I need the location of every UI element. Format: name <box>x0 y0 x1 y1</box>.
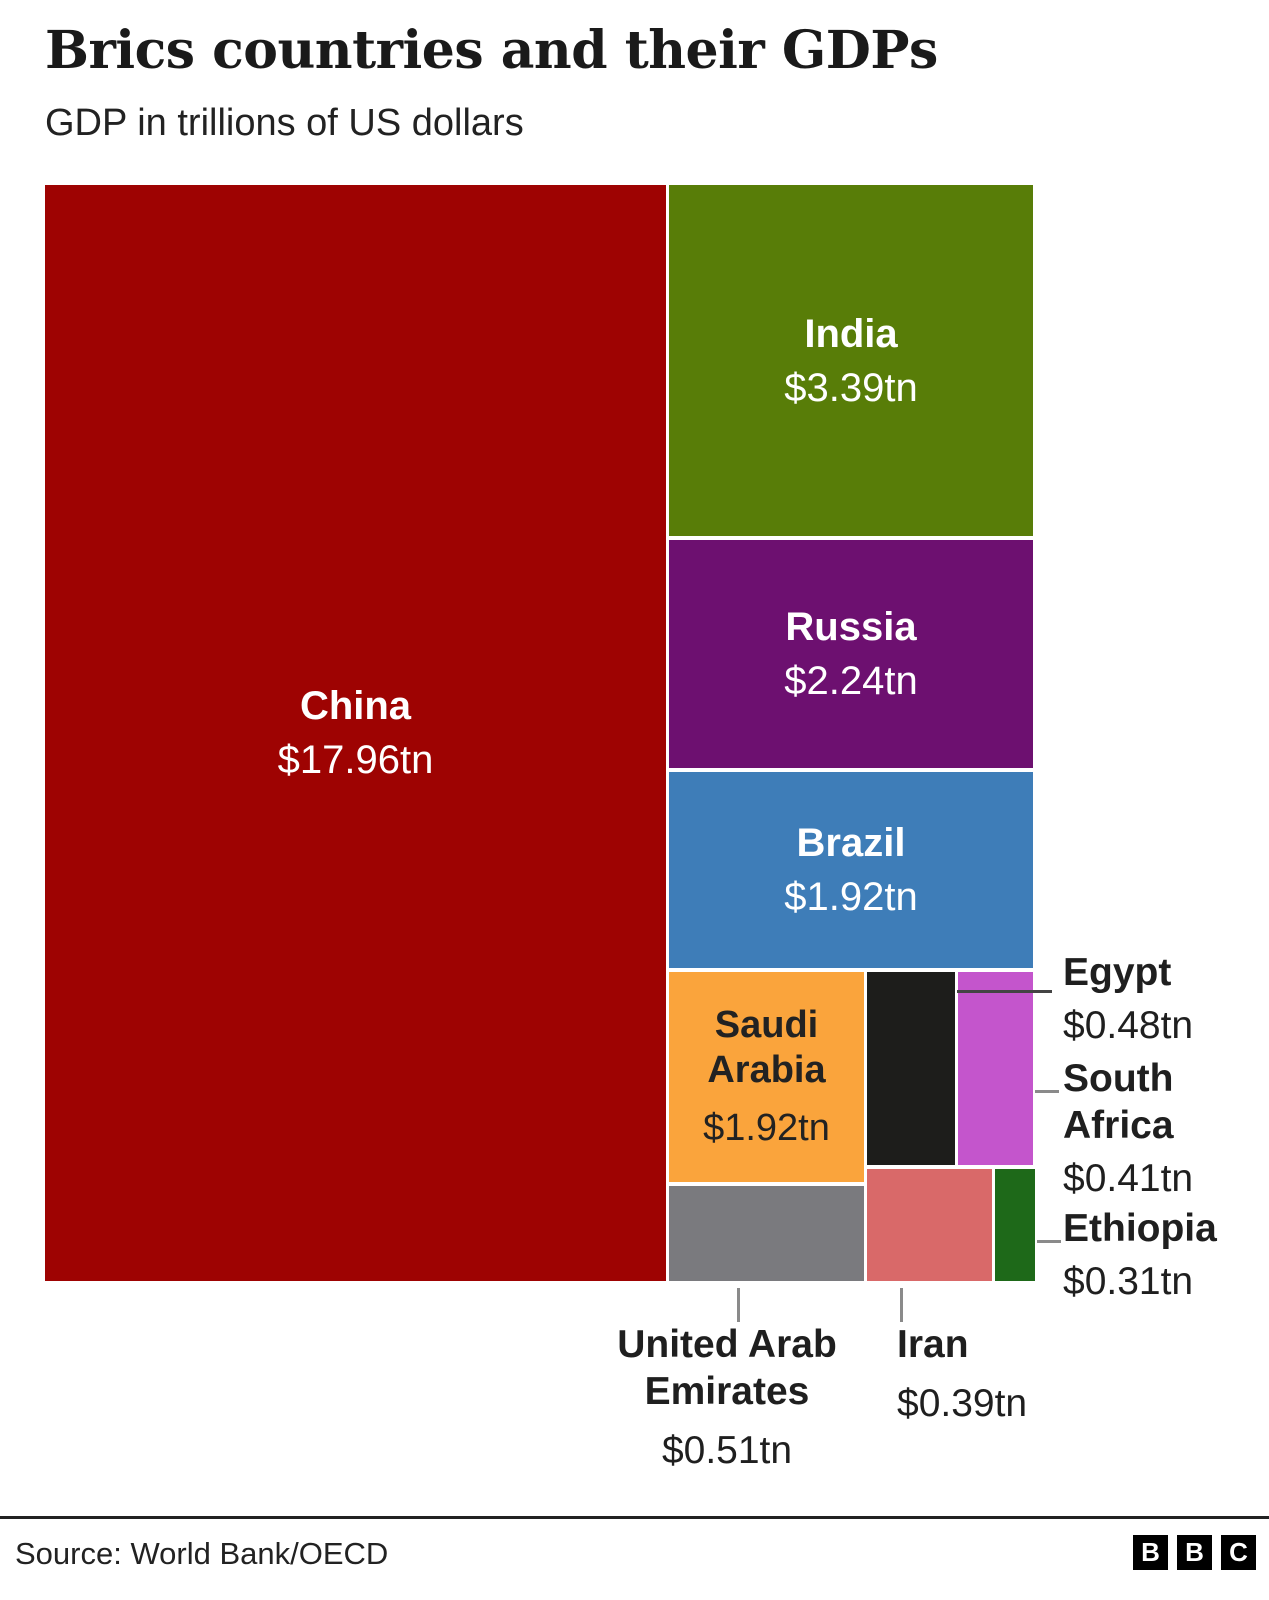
source-credit: Source: World Bank/OECD <box>15 1536 389 1571</box>
bbc-logo-letter: B <box>1133 1535 1168 1570</box>
country-name: Russia <box>785 605 917 649</box>
leader-line-south-africa <box>1035 1090 1059 1093</box>
treemap-block-iran <box>867 1169 992 1281</box>
treemap-block-egypt <box>867 972 955 1165</box>
bbc-logo: B B C <box>1133 1535 1256 1570</box>
country-name: Brazil <box>796 821 906 865</box>
label-egypt: Egypt $0.48tn <box>1063 950 1263 1050</box>
country-value: $0.31tn <box>1063 1259 1194 1303</box>
bbc-logo-letter: C <box>1221 1535 1256 1570</box>
block-label-russia: Russia $2.24tn <box>669 603 1033 705</box>
leader-line-iran <box>900 1288 903 1322</box>
country-name: South Africa <box>1063 1057 1174 1147</box>
country-name: Ethiopia <box>1063 1207 1217 1250</box>
treemap-block-brazil: Brazil $1.92tn <box>669 772 1033 968</box>
page-title: Brics countries and their GDPs <box>45 20 938 81</box>
block-label-china: China $17.96tn <box>45 682 666 784</box>
page-subtitle: GDP in trillions of US dollars <box>45 102 524 144</box>
treemap-block-saudi-arabia: Saudi Arabia $1.92tn <box>669 972 864 1182</box>
block-label-india: India $3.39tn <box>669 310 1033 412</box>
bbc-logo-letter: B <box>1177 1535 1212 1570</box>
country-value: $17.96tn <box>277 738 434 782</box>
country-name: China <box>299 684 412 728</box>
block-label-saudi-arabia: Saudi Arabia $1.92tn <box>669 1003 864 1152</box>
country-value: $0.39tn <box>897 1381 1028 1425</box>
country-value: $1.92tn <box>703 1106 830 1149</box>
label-united-arab-emirates: United Arab Emirates $0.51tn <box>592 1322 862 1474</box>
treemap-block-united-arab-emirates <box>669 1186 864 1281</box>
country-value: $0.41tn <box>1063 1156 1194 1200</box>
country-name: Saudi Arabia <box>707 1003 826 1092</box>
country-value: $0.51tn <box>661 1428 793 1472</box>
leader-line-egypt <box>957 990 1052 993</box>
block-label-brazil: Brazil $1.92tn <box>669 819 1033 921</box>
treemap-block-india: India $3.39tn <box>669 185 1033 536</box>
leader-line-ethiopia <box>1037 1240 1061 1243</box>
country-value: $1.92tn <box>784 875 918 919</box>
label-ethiopia: Ethiopia $0.31tn <box>1063 1206 1269 1306</box>
leader-line-united-arab-emirates <box>737 1288 740 1322</box>
country-name: United Arab Emirates <box>617 1323 837 1413</box>
country-name: Egypt <box>1063 951 1172 994</box>
country-name: India <box>804 311 898 356</box>
footer-divider <box>0 1516 1269 1519</box>
treemap-block-russia: Russia $2.24tn <box>669 540 1033 768</box>
country-value: $2.24tn <box>784 659 918 703</box>
country-value: $0.48tn <box>1063 1003 1194 1047</box>
treemap-block-ethiopia <box>995 1169 1035 1281</box>
label-iran: Iran $0.39tn <box>897 1322 1097 1428</box>
treemap-block-china: China $17.96tn <box>45 185 666 1281</box>
country-name: Iran <box>897 1323 969 1366</box>
treemap-block-south-africa <box>958 972 1033 1165</box>
label-south-africa: South Africa $0.41tn <box>1063 1056 1248 1202</box>
country-value: $3.39tn <box>784 365 918 410</box>
